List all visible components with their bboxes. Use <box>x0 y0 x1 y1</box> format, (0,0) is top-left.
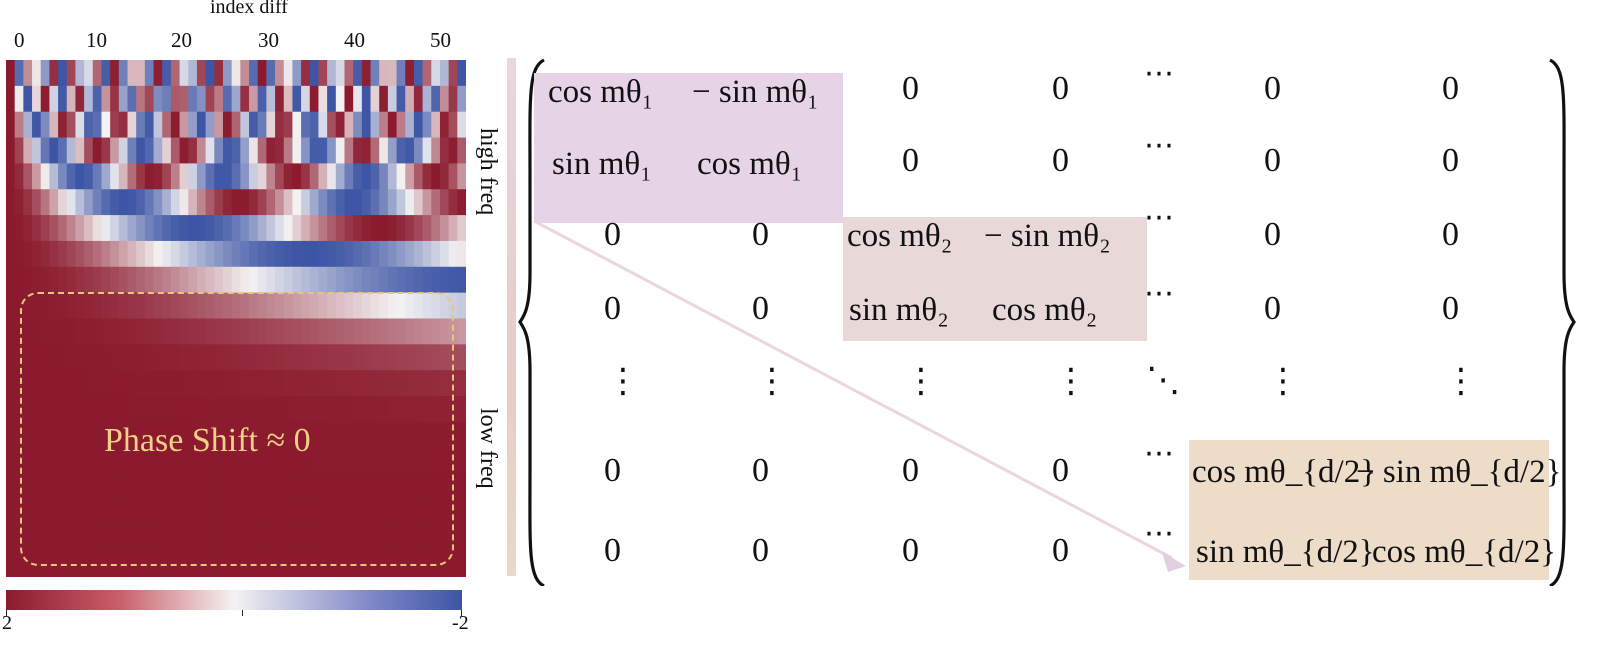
vdots: ⋮ <box>1444 361 1478 401</box>
matrix-zero: 0 <box>902 70 919 107</box>
low-freq-label: low freq <box>475 408 501 489</box>
matrix-zero: 0 <box>1264 216 1281 253</box>
phase-shift-highlight-box <box>20 292 454 566</box>
colorbar-min-label: 2 <box>2 612 12 634</box>
matrix-entry: cos mθ_{d/2} <box>1192 454 1377 490</box>
matrix-zero: 0 <box>1442 290 1459 327</box>
x-tick-label: 0 <box>14 28 25 52</box>
matrix-zero: 0 <box>1052 532 1069 569</box>
matrix-entry: cos mθ_{d/2} <box>1372 534 1557 570</box>
matrix-entry: − sin mθ_{d/2} <box>1356 454 1562 490</box>
matrix-entry: sin mθ₂ <box>849 292 949 328</box>
x-tick-label: 50 <box>430 28 451 52</box>
hdots: ⋯ <box>1144 56 1176 91</box>
colorbar-tick <box>242 610 243 616</box>
matrix-zero: 0 <box>1442 216 1459 253</box>
matrix-zero: 0 <box>752 290 769 327</box>
matrix-entry: cos mθ₁ <box>548 74 654 110</box>
rotation-block-1 <box>534 73 843 223</box>
phase-heatmap <box>6 60 466 577</box>
matrix-entry: cos mθ₂ <box>847 218 953 254</box>
matrix-zero: 0 <box>902 532 919 569</box>
hdots: ⋯ <box>1144 516 1176 551</box>
matrix-zero: 0 <box>752 452 769 489</box>
vdots: ⋮ <box>1266 361 1300 401</box>
vdots: ⋮ <box>904 361 938 401</box>
matrix-zero: 0 <box>1052 452 1069 489</box>
matrix-zero: 0 <box>752 216 769 253</box>
rotation-block-2 <box>843 217 1147 341</box>
vdots: ⋮ <box>1054 361 1088 401</box>
vdots: ⋮ <box>755 361 789 401</box>
hdots: ⋯ <box>1144 436 1176 471</box>
hdots: ⋯ <box>1144 276 1176 311</box>
matrix-zero: 0 <box>1264 142 1281 179</box>
frequency-bar <box>507 58 516 576</box>
matrix-zero: 0 <box>604 290 621 327</box>
matrix-zero: 0 <box>1264 290 1281 327</box>
matrix-zero: 0 <box>604 216 621 253</box>
left-brace <box>518 58 545 586</box>
matrix-zero: 0 <box>1442 142 1459 179</box>
matrix-entry: cos mθ₂ <box>992 292 1098 328</box>
x-tick-label: 20 <box>171 28 192 52</box>
ddots: ⋱ <box>1146 360 1182 400</box>
matrix-entry: sin mθ₁ <box>552 146 652 182</box>
colorbar-tick <box>461 610 462 616</box>
vdots: ⋮ <box>606 361 640 401</box>
matrix-zero: 0 <box>902 452 919 489</box>
right-brace <box>1549 58 1576 586</box>
matrix-entry: − sin mθ₁ <box>692 74 819 110</box>
colorbar <box>6 590 462 610</box>
hdots: ⋯ <box>1144 200 1176 235</box>
x-tick-label: 10 <box>86 28 107 52</box>
matrix-zero: 0 <box>902 142 919 179</box>
x-tick-label: 40 <box>344 28 365 52</box>
colorbar-max-label: -2 <box>452 612 469 634</box>
x-axis-title: index diff <box>210 0 288 18</box>
matrix-zero: 0 <box>1052 70 1069 107</box>
rotation-block-d2 <box>1189 440 1549 580</box>
matrix-entry: sin mθ_{d/2} <box>1196 534 1375 570</box>
phase-shift-label: Phase Shift ≈ 0 <box>104 422 311 459</box>
matrix-entry: − sin mθ₂ <box>984 218 1111 254</box>
matrix-zero: 0 <box>604 452 621 489</box>
matrix-zero: 0 <box>752 532 769 569</box>
matrix-zero: 0 <box>1264 70 1281 107</box>
colorbar-tick <box>6 610 7 616</box>
high-freq-label: high freq <box>475 128 501 216</box>
x-tick-label: 30 <box>258 28 279 52</box>
matrix-entry: cos mθ₁ <box>697 146 803 182</box>
matrix-zero: 0 <box>1052 142 1069 179</box>
matrix-zero: 0 <box>604 532 621 569</box>
matrix-zero: 0 <box>1442 70 1459 107</box>
hdots: ⋯ <box>1144 128 1176 163</box>
